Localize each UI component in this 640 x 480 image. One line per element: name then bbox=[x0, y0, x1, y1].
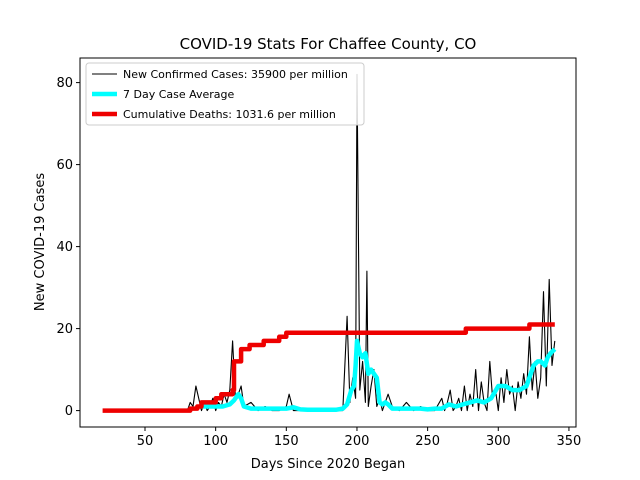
series-line-2 bbox=[102, 322, 555, 413]
y-tick-label: 80 bbox=[56, 76, 73, 91]
x-axis-label: Days Since 2020 Began bbox=[251, 457, 406, 472]
y-axis: 0 20 40 60 80 bbox=[56, 76, 80, 419]
x-tick-label: 200 bbox=[345, 434, 370, 449]
y-tick-label: 60 bbox=[56, 158, 73, 173]
x-tick-label: 50 bbox=[137, 434, 154, 449]
x-tick-label: 300 bbox=[486, 434, 511, 449]
y-tick-label: 0 bbox=[65, 404, 73, 419]
series-layer bbox=[102, 73, 557, 413]
x-tick-label: 100 bbox=[203, 434, 228, 449]
legend-entry-2: Cumulative Deaths: 1031.6 per million bbox=[123, 108, 336, 121]
legend: New Confirmed Cases: 35900 per million 7 … bbox=[85, 62, 365, 126]
y-tick-label: 40 bbox=[56, 240, 73, 255]
legend-box bbox=[85, 62, 365, 126]
y-axis-label: New COVID-19 Cases bbox=[33, 173, 48, 311]
x-tick-label: 250 bbox=[415, 434, 440, 449]
x-tick-label: 150 bbox=[274, 434, 299, 449]
x-tick-label: 350 bbox=[557, 434, 582, 449]
series-line-1 bbox=[201, 338, 557, 413]
x-axis: 50 100 150 200 250 300 350 bbox=[137, 427, 582, 449]
plot-frame bbox=[79, 57, 577, 428]
legend-entry-1: 7 Day Case Average bbox=[123, 88, 235, 101]
chart-title: COVID-19 Stats For Chaffee County, CO bbox=[180, 35, 477, 53]
legend-entry-0: New Confirmed Cases: 35900 per million bbox=[123, 68, 348, 81]
y-tick-label: 20 bbox=[56, 322, 73, 337]
